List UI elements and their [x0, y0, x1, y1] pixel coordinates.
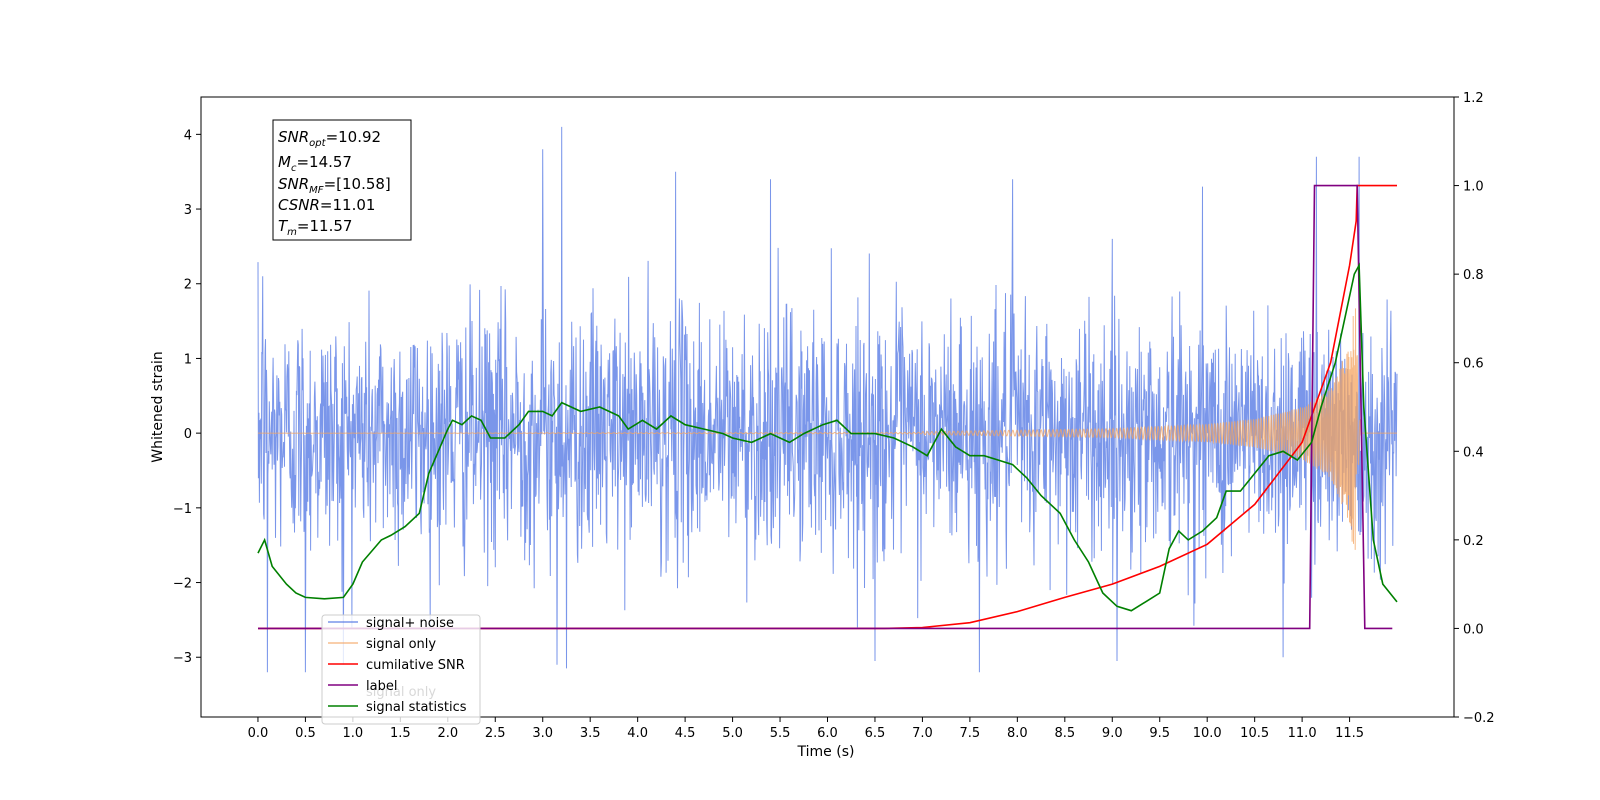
x-tick-label: 10.0 [1193, 726, 1222, 741]
annotation-line: Tm=11.57 [278, 217, 352, 238]
y-right-tick-label: 0.0 [1463, 622, 1484, 637]
annotation-line: Mc=14.57 [278, 153, 352, 174]
legend: signal only signal+ noise signal only cumi… [321, 614, 481, 725]
x-tick-label: 8.5 [1054, 726, 1075, 741]
annotation-box: SNRopt=10.92 Mc=14.57SNRMF=[10.58]CSNR=11… [272, 119, 412, 241]
x-tick-label: 1.0 [343, 726, 364, 741]
x-tick-label: 1.5 [390, 726, 411, 741]
x-tick-label: 6.5 [865, 726, 886, 741]
y-right-tick-label: 0.4 [1463, 445, 1484, 460]
y-axis-right: −0.2 0.0 0.2 0.4 0.6 0.8 1.0 1.2 [1454, 91, 1495, 726]
y-right-tick-label: 0.6 [1463, 357, 1484, 372]
plot-area [257, 126, 1398, 673]
y-right-tick-label: 1.2 [1463, 91, 1484, 106]
y-left-tick-label: −3 [173, 651, 192, 666]
x-tick-label: 2.5 [485, 726, 506, 741]
series-label [258, 184, 1393, 630]
x-axis: 0.0 0.5 1.0 1.5 2.0 2.5 3.0 3.5 4.0 4.5 5.0 5.5 6.0 6… [248, 717, 1364, 741]
series-signal-statistics [257, 262, 1398, 612]
legend-label-label: label [366, 679, 397, 694]
x-tick-label: 0.5 [295, 726, 316, 741]
y-axis-left-label: Whitened strain [150, 351, 166, 462]
legend-overlap-text: signal only [366, 685, 436, 700]
series-cumilative-snr [258, 184, 1397, 630]
x-tick-label: 4.0 [627, 726, 648, 741]
x-tick-label: 0.0 [248, 726, 269, 741]
y-left-tick-label: 3 [184, 203, 192, 218]
x-tick-label: 10.5 [1240, 726, 1269, 741]
x-tick-label: 8.0 [1007, 726, 1028, 741]
x-axis-label: Time (s) [797, 744, 855, 760]
y-right-tick-label: 0.2 [1463, 534, 1484, 549]
series-signal-only [258, 308, 1397, 550]
legend-label-signal-only: signal only [366, 637, 436, 652]
y-axis-left: −3 −2 −1 0 1 2 3 4 [173, 128, 201, 666]
y-left-tick-label: 4 [184, 128, 192, 143]
series-signal-noise [257, 126, 1398, 673]
y-left-tick-label: 0 [184, 427, 192, 442]
x-tick-label: 6.0 [817, 726, 838, 741]
x-tick-label: 2.0 [437, 726, 458, 741]
y-left-tick-label: −1 [173, 502, 192, 517]
legend-label-cumilative-snr: cumilative SNR [366, 658, 465, 673]
annotation-line: SNRMF=[10.58] [278, 175, 391, 196]
y-left-tick-label: 2 [184, 278, 192, 293]
x-tick-label: 11.0 [1288, 726, 1317, 741]
x-tick-label: 11.5 [1335, 726, 1364, 741]
y-right-tick-label: 1.0 [1463, 180, 1484, 195]
x-tick-label: 9.0 [1102, 726, 1123, 741]
annotation-line: SNRopt=10.92 [278, 128, 381, 149]
y-left-tick-label: 1 [184, 352, 192, 367]
x-tick-label: 7.5 [960, 726, 981, 741]
x-tick-label: 3.5 [580, 726, 601, 741]
x-tick-label: 7.0 [912, 726, 933, 741]
x-tick-label: 5.5 [770, 726, 791, 741]
y-right-tick-label: 0.8 [1463, 268, 1484, 283]
x-tick-label: 9.5 [1149, 726, 1170, 741]
legend-label-signal-noise: signal+ noise [366, 616, 454, 631]
annotation-line: CSNR=11.01 [278, 196, 375, 214]
y-right-tick-label: −0.2 [1463, 711, 1495, 726]
legend-label-signal-statistics: signal statistics [366, 700, 467, 715]
x-tick-label: 3.0 [532, 726, 553, 741]
x-tick-label: 4.5 [675, 726, 696, 741]
x-tick-label: 5.0 [722, 726, 743, 741]
y-left-tick-label: −2 [173, 577, 192, 592]
